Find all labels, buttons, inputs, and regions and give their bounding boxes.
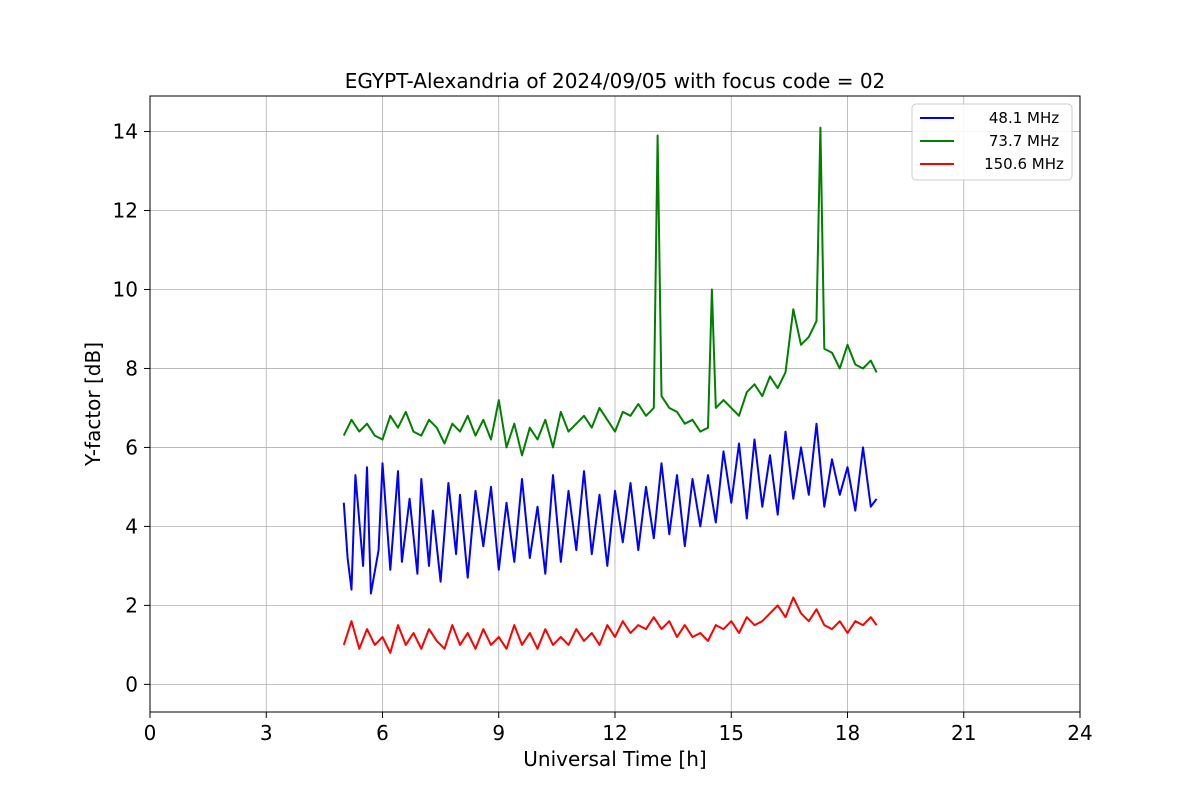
legend: 48.1 MHz 73.7 MHz 150.6 MHz [911, 103, 1073, 181]
legend-box [911, 103, 1073, 181]
y-tick-label: 4 [125, 514, 138, 538]
y-axis-label: Y-factor [dB] [81, 342, 105, 467]
y-tick-label: 0 [125, 672, 138, 696]
y-tick-label: 6 [125, 435, 138, 459]
series-line-150-6-mhz [342, 596, 878, 654]
x-tick-label: 21 [951, 721, 976, 745]
legend-label: 48.1 MHz [989, 109, 1059, 127]
y-tick-label: 2 [125, 593, 138, 617]
legend-label: 73.7 MHz [989, 132, 1059, 150]
legend-entries: 48.1 MHz 73.7 MHz 150.6 MHz [920, 109, 1064, 173]
y-tick-label: 10 [113, 277, 138, 301]
chart-title: EGYPT-Alexandria of 2024/09/05 with focu… [345, 69, 886, 93]
x-tick-label: 12 [602, 721, 627, 745]
y-tick-label: 12 [113, 199, 138, 223]
x-tick-label: 0 [144, 721, 157, 745]
x-tick-label: 9 [492, 721, 505, 745]
series-line-73-7-mhz [342, 126, 878, 457]
legend-label: 150.6 MHz [984, 155, 1064, 173]
x-tick-label: 18 [835, 721, 860, 745]
x-tick-label: 6 [376, 721, 389, 745]
y-tick-label: 8 [125, 356, 138, 380]
x-tick-label: 24 [1067, 721, 1092, 745]
x-tick-label: 15 [719, 721, 744, 745]
series-group [342, 126, 878, 654]
x-tick-label: 3 [260, 721, 273, 745]
series-line-48-1-mhz [342, 422, 878, 595]
y-tick-label: 14 [113, 120, 138, 144]
x-axis-label: Universal Time [h] [523, 747, 706, 771]
